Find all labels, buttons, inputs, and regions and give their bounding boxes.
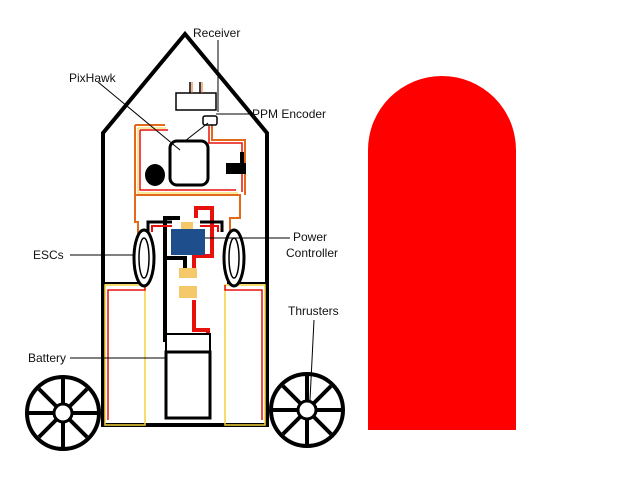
label-battery: Battery — [28, 351, 66, 365]
signal-wire-inner — [139, 129, 236, 191]
ppm-encoder-box — [202, 115, 218, 126]
gps-icon — [145, 164, 165, 186]
esc-left — [132, 228, 156, 288]
right-bay — [224, 284, 266, 426]
label-escs: ESCs — [33, 248, 64, 262]
esc-wire-left — [146, 220, 172, 232]
esc-right — [222, 228, 246, 288]
esc-wire-left-red — [151, 225, 172, 232]
connector-top — [181, 222, 193, 232]
leader-thrusters — [309, 319, 315, 401]
label-ppm-encoder: PPM Encoder — [252, 107, 326, 121]
connector-bottom — [179, 286, 197, 298]
leader-pixhawk — [97, 81, 181, 151]
label-thrusters: Thrusters — [288, 304, 339, 318]
battery-top-cap — [165, 333, 211, 353]
connector-mid — [179, 268, 197, 278]
esc-wire-right-red — [200, 225, 219, 232]
label-power-line2: Controller — [286, 246, 338, 260]
red-silhouette — [368, 76, 516, 430]
label-pixhawk: PixHawk — [69, 71, 117, 85]
label-receiver: Receiver — [193, 26, 240, 40]
battery-box — [164, 350, 212, 420]
left-bay — [104, 284, 146, 426]
right-bay-wire — [224, 285, 263, 420]
left-bay-wire — [107, 285, 146, 420]
wheel-icon — [269, 372, 345, 448]
label-power-line1: Power — [293, 230, 327, 244]
pixhawk-link — [184, 122, 209, 142]
esc-wire-right — [200, 220, 224, 232]
receiver-box — [175, 92, 217, 111]
telemetry-radio-icon — [226, 152, 246, 174]
pixhawk-box — [168, 139, 210, 187]
signal-wire-yellow — [137, 127, 238, 194]
power-controller-box — [171, 229, 205, 255]
wheel-icon — [25, 375, 101, 451]
